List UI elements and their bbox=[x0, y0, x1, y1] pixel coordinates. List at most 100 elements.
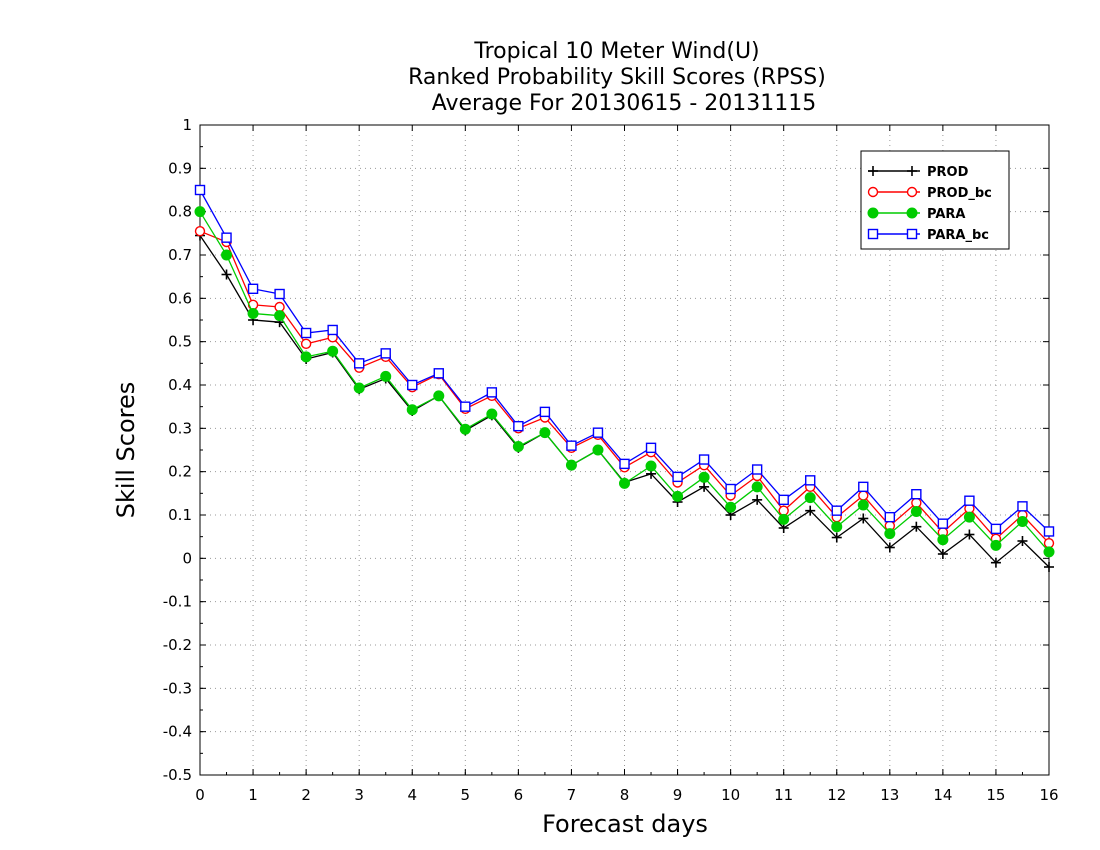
data-point bbox=[858, 513, 869, 524]
data-point bbox=[380, 348, 391, 359]
legend-label: PARA_bc bbox=[927, 228, 989, 243]
data-point bbox=[513, 420, 524, 432]
data-point bbox=[990, 539, 1002, 551]
data-point bbox=[406, 404, 418, 416]
series-para-bc bbox=[194, 184, 1055, 537]
y-tick-label: 0.7 bbox=[168, 246, 192, 264]
data-point bbox=[831, 532, 842, 543]
data-point bbox=[619, 477, 630, 489]
legend-box bbox=[860, 150, 1010, 250]
legend-label: PROD_bc bbox=[927, 186, 992, 201]
data-point bbox=[858, 490, 869, 501]
data-point bbox=[699, 481, 710, 492]
x-axis-tick-labels: 0 1 2 3 4 5 6 7 8 9 10 11 12 13 14 15 16 bbox=[195, 786, 1058, 804]
x-tick-label: 7 bbox=[567, 786, 577, 804]
data-point bbox=[353, 382, 365, 394]
data-point bbox=[221, 269, 232, 280]
x-tick-label: 0 bbox=[195, 786, 205, 804]
data-point bbox=[274, 288, 285, 300]
data-point bbox=[619, 458, 630, 470]
data-point bbox=[990, 523, 1002, 535]
series-prod-bc bbox=[194, 225, 1055, 549]
data-point bbox=[963, 511, 975, 523]
x-tick-label: 9 bbox=[673, 786, 683, 804]
series-lines bbox=[194, 184, 1055, 572]
axis-ticks bbox=[199, 124, 1050, 776]
data-point bbox=[752, 494, 763, 505]
x-tick-label: 2 bbox=[301, 786, 311, 804]
data-point bbox=[460, 401, 471, 412]
x-tick-label: 10 bbox=[721, 786, 740, 804]
data-point bbox=[1043, 546, 1055, 558]
data-point bbox=[751, 464, 763, 475]
y-tick-label: 0 bbox=[182, 549, 192, 567]
x-tick-label: 12 bbox=[827, 786, 846, 804]
data-point bbox=[990, 557, 1001, 568]
data-point bbox=[964, 495, 975, 506]
x-tick-label: 14 bbox=[933, 786, 952, 804]
data-point bbox=[194, 225, 206, 237]
x-tick-label: 16 bbox=[1039, 786, 1058, 804]
data-point bbox=[566, 440, 577, 451]
chart-title: Tropical 10 Meter Wind(U) Ranked Probabi… bbox=[408, 39, 826, 116]
legend-marker bbox=[906, 207, 918, 219]
data-point bbox=[327, 345, 339, 357]
series-line bbox=[199, 230, 1050, 544]
data-point bbox=[380, 370, 392, 382]
y-axis-tick-labels: -0.5 -0.4 -0.3 -0.2 -0.1 0 0.1 0.2 0.3 0.4 0.5 0.6 0… bbox=[163, 116, 192, 784]
y-tick-label: 0.9 bbox=[168, 159, 192, 177]
data-point bbox=[911, 497, 922, 509]
data-point bbox=[672, 471, 683, 483]
data-point bbox=[539, 427, 551, 439]
data-point bbox=[1043, 537, 1055, 549]
x-tick-label: 11 bbox=[774, 786, 793, 804]
data-point bbox=[539, 406, 551, 418]
x-tick-label: 3 bbox=[354, 786, 364, 804]
data-point bbox=[831, 505, 842, 516]
data-point bbox=[884, 528, 896, 540]
legend: PROD PROD_bc PARA PARA_bc bbox=[860, 150, 1010, 250]
data-point bbox=[778, 505, 789, 516]
data-point bbox=[645, 442, 657, 454]
data-point bbox=[300, 338, 312, 350]
data-point bbox=[804, 492, 816, 504]
data-point bbox=[592, 427, 604, 438]
y-tick-label: -0.2 bbox=[163, 636, 192, 654]
legend-marker bbox=[906, 228, 918, 240]
data-point bbox=[698, 454, 710, 465]
data-point bbox=[274, 310, 286, 322]
legend-marker bbox=[907, 166, 917, 176]
data-point bbox=[884, 511, 896, 523]
y-tick-label: -0.3 bbox=[163, 679, 192, 697]
y-tick-label: 0.4 bbox=[168, 376, 192, 394]
legend-entry-prod: PROD bbox=[868, 165, 969, 180]
x-tick-label: 1 bbox=[248, 786, 258, 804]
y-tick-label: -0.1 bbox=[163, 593, 192, 611]
x-tick-label: 5 bbox=[461, 786, 471, 804]
data-point bbox=[858, 481, 869, 493]
data-point bbox=[247, 283, 259, 294]
data-point bbox=[1016, 516, 1028, 527]
data-point bbox=[911, 521, 922, 532]
chart-title-line-1: Tropical 10 Meter Wind(U) bbox=[473, 39, 759, 64]
data-point bbox=[910, 506, 922, 518]
data-point bbox=[327, 324, 338, 336]
legend-marker bbox=[867, 207, 879, 219]
data-point bbox=[645, 460, 657, 472]
data-point bbox=[805, 505, 816, 516]
legend-marker bbox=[868, 166, 878, 176]
legend-marker bbox=[867, 228, 879, 240]
y-tick-label: 0.2 bbox=[168, 463, 192, 481]
data-point bbox=[698, 471, 710, 483]
data-point bbox=[778, 513, 790, 525]
series-para bbox=[194, 206, 1055, 558]
data-point bbox=[672, 490, 684, 502]
data-point bbox=[433, 368, 444, 379]
data-point bbox=[486, 408, 498, 420]
data-point bbox=[353, 358, 365, 369]
y-tick-label: -0.5 bbox=[163, 766, 192, 784]
data-point bbox=[831, 521, 843, 533]
data-point bbox=[486, 387, 498, 398]
legend-label: PARA bbox=[927, 207, 965, 222]
